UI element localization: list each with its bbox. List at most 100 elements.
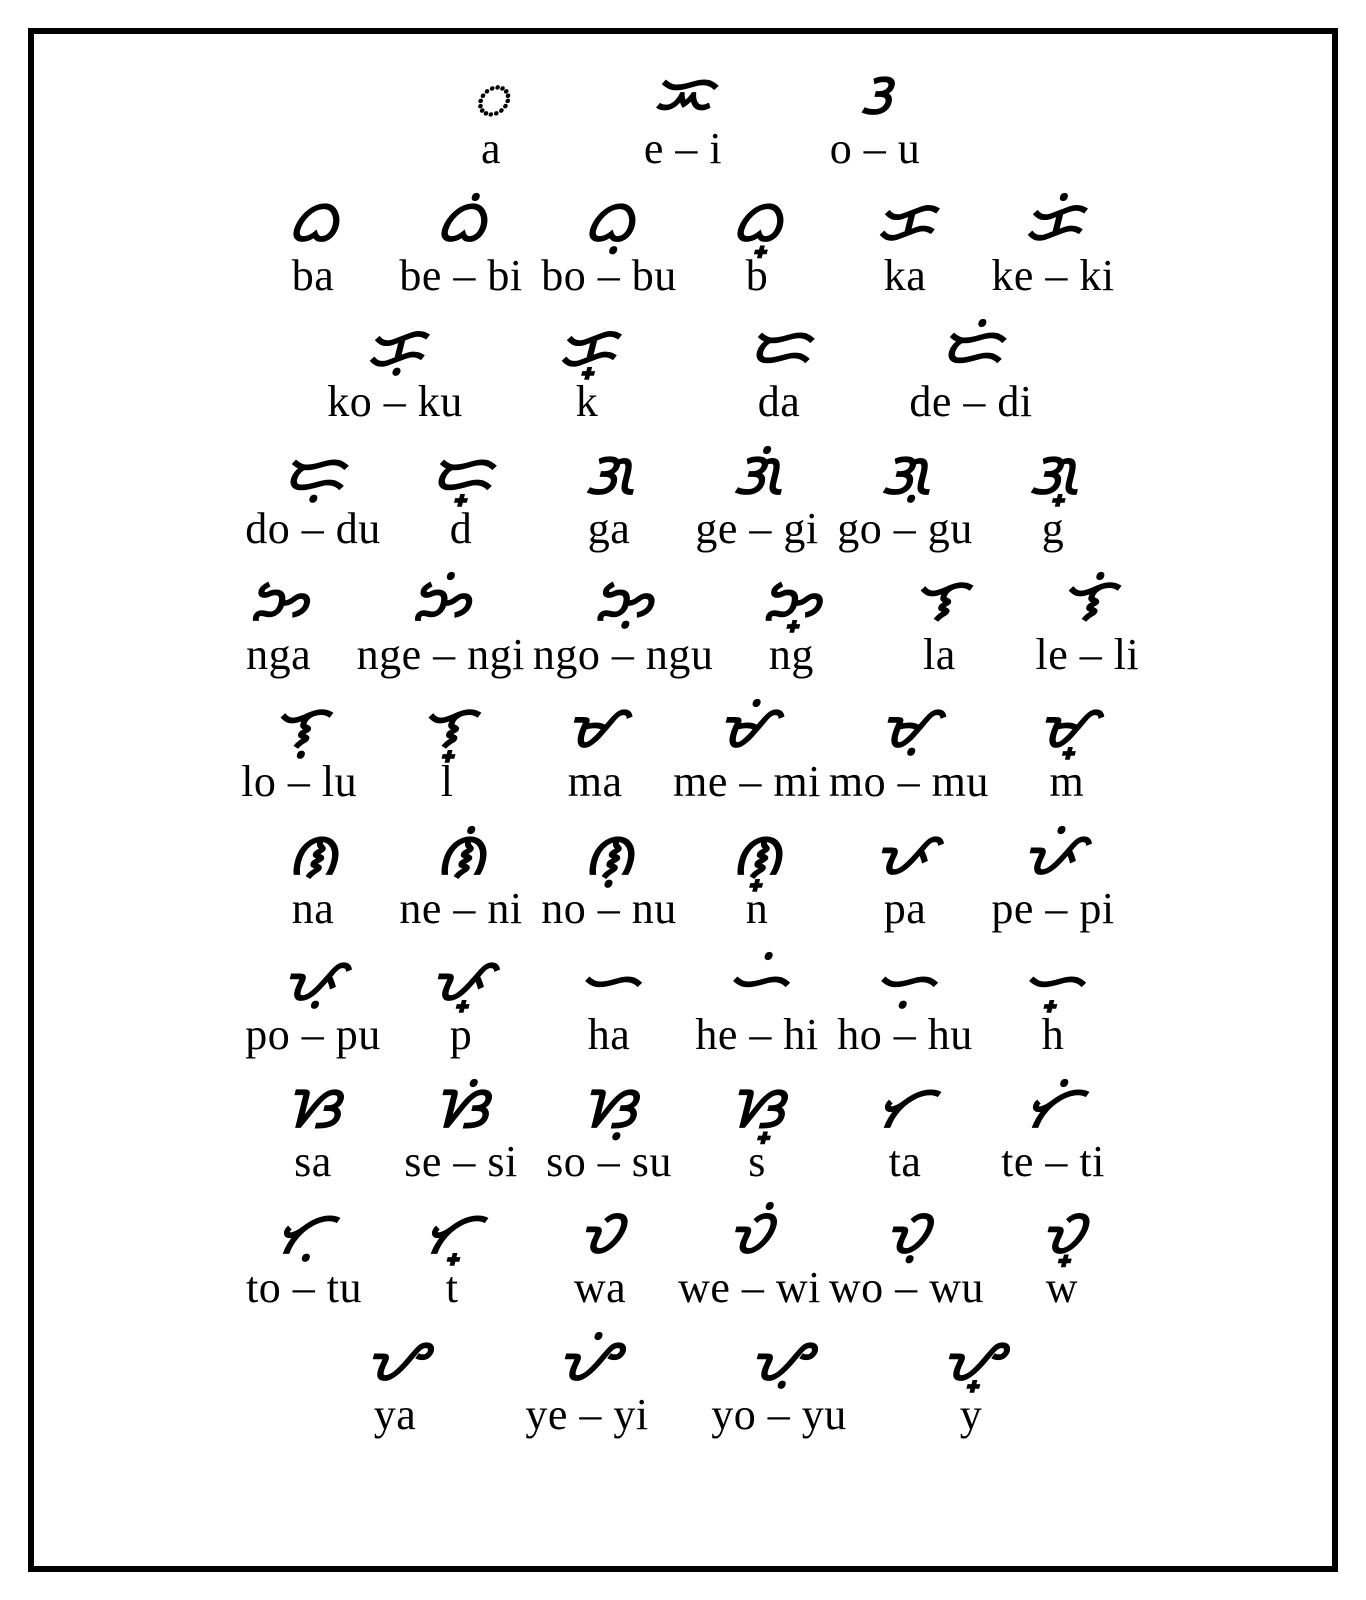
- syllable-row: ᜌyaᜌᜒye – yiᜌᜓyo – yuᜌ᜔y: [64, 1320, 1302, 1441]
- syllable-glyph: ᜐᜓ: [582, 1067, 635, 1137]
- syllable-label: y: [960, 1390, 983, 1441]
- syllable-row: ᜈnaᜈᜒne – niᜈᜓno – nuᜈ᜔nᜉpaᜉᜒpe – pi: [64, 814, 1302, 935]
- syllable-glyph: ᜈᜓ: [584, 814, 633, 884]
- syllable-cell: ᜑha: [539, 940, 679, 1061]
- syllable-glyph: ᜎ: [913, 560, 966, 630]
- syllable-cell: ᜈᜒne – ni: [391, 814, 531, 935]
- syllable-cell: ᜉᜓpo – pu: [243, 940, 383, 1061]
- syllable-glyph: ᜉᜒ: [1022, 814, 1084, 884]
- syllable-glyph: ᜅᜓ: [594, 560, 653, 630]
- syllable-label: be – bi: [399, 251, 522, 302]
- syllable-glyph: ᜌᜒ: [557, 1320, 617, 1390]
- syllable-label: b: [746, 251, 769, 302]
- syllable-glyph: ᜋᜒ: [717, 687, 777, 757]
- syllable-cell: ᜇ᜔d: [391, 434, 531, 555]
- syllable-glyph: ᜄ᜔: [1029, 434, 1078, 504]
- syllable-cell: ᜉ᜔p: [391, 940, 531, 1061]
- syllable-glyph: ᜃᜓ: [366, 307, 423, 377]
- syllable-cell: ᜏwa: [530, 1193, 670, 1314]
- syllable-label: sa: [294, 1137, 332, 1188]
- syllable-glyph: ᜈ: [288, 814, 337, 884]
- syllable-label: wa: [574, 1263, 626, 1314]
- syllable-cell: ᜋᜓmo – mu: [829, 687, 989, 808]
- syllable-label: ho – hu: [837, 1010, 973, 1061]
- syllable-row: ᜉᜓpo – puᜉ᜔pᜑhaᜑᜒhe – hiᜑᜓho – huᜑ᜔h: [64, 940, 1302, 1061]
- syllable-label: po – pu: [245, 1010, 381, 1061]
- syllable-label: a: [481, 124, 501, 175]
- syllable-glyph: ᜇᜓ: [283, 434, 344, 504]
- syllable-glyph: ᜆᜓ: [276, 1193, 333, 1263]
- syllable-label: na: [292, 884, 335, 935]
- syllable-cell: ᜀa: [421, 54, 561, 175]
- syllable-cell: ᜇᜒde – di: [901, 307, 1041, 428]
- syllable-label: me – mi: [673, 757, 821, 808]
- syllable-glyph: ᜐᜒ: [434, 1067, 487, 1137]
- syllable-row: ᜐsaᜐᜒse – siᜐᜓso – suᜐ᜔sᜆtaᜆᜒte – ti: [64, 1067, 1302, 1188]
- syllable-glyph: ᜏ: [578, 1193, 622, 1263]
- syllable-label: go – gu: [837, 504, 973, 555]
- syllable-cell: ᜂo – u: [805, 54, 945, 175]
- syllable-label: ga: [588, 504, 631, 555]
- syllable-cell: ᜆta: [835, 1067, 975, 1188]
- syllable-glyph: ᜊᜒ: [436, 181, 485, 251]
- syllable-glyph: ᜅ: [249, 560, 308, 630]
- syllable-glyph: ᜎ᜔: [421, 687, 474, 757]
- syllable-row: ᜆᜓto – tuᜆ᜔tᜏwaᜏᜒwe – wiᜏᜓwo – wuᜏ᜔w: [64, 1193, 1302, 1314]
- syllable-cell: ᜄᜒge – gi: [687, 434, 827, 555]
- syllable-cell: ᜆᜓto – tu: [234, 1193, 374, 1314]
- syllable-glyph: ᜑ: [579, 940, 640, 1010]
- syllable-glyph: ᜄᜒ: [733, 434, 782, 504]
- syllable-cell: ᜐᜓso – su: [539, 1067, 679, 1188]
- syllable-glyph: ᜎᜒ: [1061, 560, 1114, 630]
- syllable-label: n: [746, 884, 769, 935]
- syllable-label: ko – ku: [327, 377, 463, 428]
- syllable-label: ba: [292, 251, 335, 302]
- syllable-label: he – hi: [695, 1010, 818, 1061]
- syllable-glyph: ᜀ: [473, 54, 509, 124]
- syllable-glyph: ᜋ: [565, 687, 625, 757]
- syllable-glyph: ᜉ᜔: [430, 940, 492, 1010]
- syllable-cell: ᜃka: [835, 181, 975, 302]
- syllable-label: pe – pi: [991, 884, 1114, 935]
- syllable-cell: ᜆᜒte – ti: [983, 1067, 1123, 1188]
- syllable-row: ᜀaᜁe – iᜂo – u: [64, 54, 1302, 175]
- syllable-cell: ᜑ᜔h: [983, 940, 1123, 1061]
- syllable-glyph: ᜌᜓ: [749, 1320, 809, 1390]
- syllable-glyph: ᜊ: [288, 181, 337, 251]
- syllable-glyph: ᜅ᜔: [762, 560, 821, 630]
- syllable-cell: ᜏᜓwo – wu: [829, 1193, 984, 1314]
- syllable-label: do – du: [245, 504, 381, 555]
- syllable-glyph: ᜇᜒ: [941, 307, 1002, 377]
- syllable-glyph: ᜎᜓ: [273, 687, 326, 757]
- syllable-glyph: ᜊ᜔: [732, 181, 781, 251]
- syllable-cell: ᜏᜒwe – wi: [678, 1193, 821, 1314]
- syllable-label: te – ti: [1001, 1137, 1105, 1188]
- syllable-glyph: ᜁ: [654, 54, 713, 124]
- syllable-glyph: ᜈᜒ: [436, 814, 485, 884]
- syllable-glyph: ᜉᜓ: [282, 940, 344, 1010]
- syllable-label: da: [758, 377, 801, 428]
- syllable-label: t: [446, 1263, 459, 1314]
- syllable-cell: ᜃᜒke – ki: [983, 181, 1123, 302]
- syllable-label: we – wi: [678, 1263, 821, 1314]
- syllable-glyph: ᜐ᜔: [730, 1067, 783, 1137]
- syllable-row: ᜇᜓdo – duᜇ᜔dᜄgaᜄᜒge – giᜄᜓgo – guᜄ᜔g: [64, 434, 1302, 555]
- syllable-label: bo – bu: [541, 251, 677, 302]
- syllable-label: mo – mu: [829, 757, 989, 808]
- syllable-glyph: ᜋᜓ: [879, 687, 939, 757]
- syllable-label: ng: [769, 630, 814, 681]
- syllable-glyph: ᜏᜒ: [727, 1193, 771, 1263]
- syllable-cell: ᜊᜒbe – bi: [391, 181, 531, 302]
- syllable-label: ne – ni: [399, 884, 522, 935]
- syllable-glyph: ᜏ᜔: [1040, 1193, 1084, 1263]
- syllable-cell: ᜎᜒle – li: [1017, 560, 1157, 681]
- syllable-glyph: ᜈ᜔: [732, 814, 781, 884]
- syllable-label: h: [1042, 1010, 1065, 1061]
- syllable-cell: ᜄᜓgo – gu: [835, 434, 975, 555]
- syllable-label: no – nu: [541, 884, 677, 935]
- syllable-label: ke – ki: [991, 251, 1114, 302]
- syllable-cell: ᜌᜒye – yi: [517, 1320, 657, 1441]
- syllable-cell: ᜏ᜔w: [992, 1193, 1132, 1314]
- syllable-row: ᜊbaᜊᜒbe – biᜊᜓbo – buᜊ᜔bᜃkaᜃᜒke – ki: [64, 181, 1302, 302]
- syllable-cell: ᜌ᜔y: [901, 1320, 1041, 1441]
